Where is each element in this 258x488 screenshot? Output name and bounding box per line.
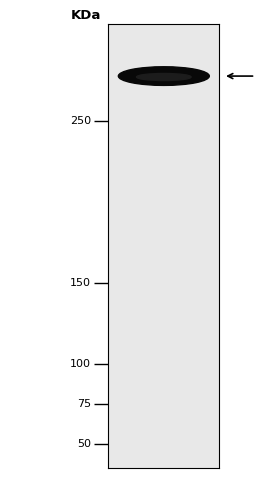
Text: 100: 100: [70, 359, 91, 368]
Ellipse shape: [136, 74, 191, 81]
Text: 250: 250: [70, 116, 91, 126]
Ellipse shape: [118, 67, 209, 85]
Text: 75: 75: [77, 399, 91, 409]
Text: KDa: KDa: [71, 9, 101, 22]
Text: 150: 150: [70, 278, 91, 288]
Text: 50: 50: [77, 439, 91, 449]
